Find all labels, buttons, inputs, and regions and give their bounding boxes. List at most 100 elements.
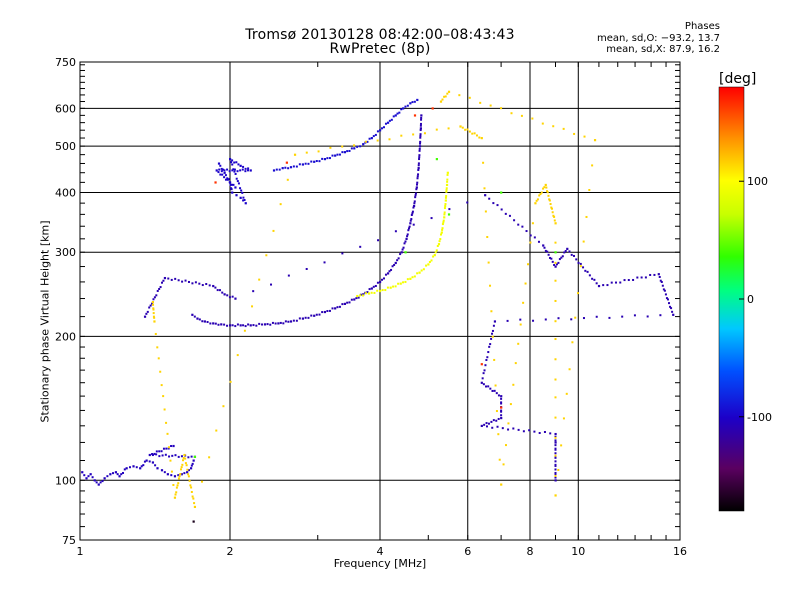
data-point — [543, 186, 546, 189]
data-point — [664, 293, 667, 296]
data-point — [482, 372, 485, 375]
data-point — [145, 459, 148, 462]
data-point — [217, 171, 220, 174]
data-point — [670, 307, 673, 310]
data-point — [434, 251, 437, 254]
data-point — [83, 474, 86, 477]
data-point — [568, 368, 571, 371]
data-point — [379, 289, 382, 293]
data-point — [480, 137, 483, 140]
data-point — [201, 284, 204, 287]
data-point — [219, 173, 222, 176]
data-point — [157, 357, 160, 360]
data-point — [353, 298, 356, 301]
data-point — [243, 198, 246, 201]
data-point — [435, 128, 438, 131]
data-point — [384, 289, 387, 292]
data-point — [341, 151, 344, 154]
phases-x-stats: mean, sd,X: 87.9, 16.2 — [606, 44, 720, 55]
data-point — [572, 254, 575, 257]
data-point — [445, 187, 448, 190]
data-point — [148, 453, 151, 457]
data-point — [481, 377, 484, 380]
data-point — [188, 469, 191, 472]
data-point — [223, 323, 226, 326]
data-point — [488, 197, 491, 200]
data-point — [415, 186, 418, 189]
data-point — [491, 332, 494, 335]
data-point — [376, 289, 379, 292]
chart-subtitle: RwPretec (8p) — [329, 41, 431, 57]
data-point — [554, 241, 557, 244]
data-point — [241, 168, 244, 171]
data-point — [153, 320, 156, 323]
data-point — [120, 473, 123, 476]
data-point — [394, 261, 397, 265]
data-point — [554, 279, 557, 282]
data-point — [666, 298, 669, 301]
data-point — [239, 169, 242, 172]
data-point — [396, 259, 399, 262]
data-point — [415, 183, 418, 186]
data-point — [215, 429, 218, 432]
data-point — [287, 320, 290, 323]
data-point — [180, 466, 183, 469]
y-tick-label: 300 — [55, 246, 76, 259]
data-point — [180, 473, 183, 476]
data-point — [91, 476, 94, 479]
data-point — [500, 409, 503, 412]
data-point — [407, 229, 410, 232]
data-point — [403, 242, 406, 245]
data-point — [271, 321, 274, 324]
data-point — [416, 177, 419, 180]
data-point — [417, 162, 420, 165]
data-point — [507, 422, 510, 425]
data-point — [384, 273, 387, 276]
data-point — [367, 292, 371, 295]
data-point — [356, 294, 359, 298]
data-point — [561, 255, 564, 258]
data-point — [485, 359, 488, 362]
data-point — [198, 318, 201, 321]
data-point — [671, 310, 674, 313]
data-point — [519, 323, 522, 326]
data-point — [495, 410, 498, 413]
y-axis-label: Stationary phase Virtual Height [km] — [38, 220, 52, 423]
colorbar-tick-label: 100 — [747, 175, 768, 188]
data-point — [214, 286, 217, 289]
data-point — [292, 165, 295, 168]
x-axis-label: Frequency [MHz] — [333, 557, 427, 570]
data-point — [669, 305, 672, 308]
data-point — [193, 455, 197, 458]
data-point — [366, 291, 369, 294]
data-point — [554, 476, 557, 479]
data-point — [554, 455, 557, 458]
data-point — [153, 296, 156, 299]
data-point — [184, 462, 187, 465]
data-point — [177, 482, 180, 485]
data-point — [343, 302, 347, 305]
data-point — [362, 293, 365, 296]
data-point — [226, 294, 229, 297]
data-point — [217, 162, 221, 165]
data-point — [632, 278, 635, 281]
colorbar-tick-label: 0 — [747, 293, 754, 306]
data-point — [661, 284, 664, 287]
data-point — [350, 147, 353, 150]
data-point — [190, 464, 193, 467]
data-point — [497, 417, 500, 420]
data-point — [575, 258, 578, 261]
data-point — [186, 468, 189, 471]
data-point — [582, 240, 585, 243]
data-point — [170, 445, 173, 448]
data-point — [132, 465, 135, 468]
data-point — [386, 121, 390, 124]
data-point — [500, 397, 503, 400]
data-point — [442, 219, 445, 222]
data-point — [190, 455, 193, 458]
data-point — [101, 480, 104, 483]
data-point — [155, 450, 158, 453]
data-point — [619, 281, 622, 284]
data-point — [221, 291, 224, 294]
data-point — [228, 170, 231, 173]
